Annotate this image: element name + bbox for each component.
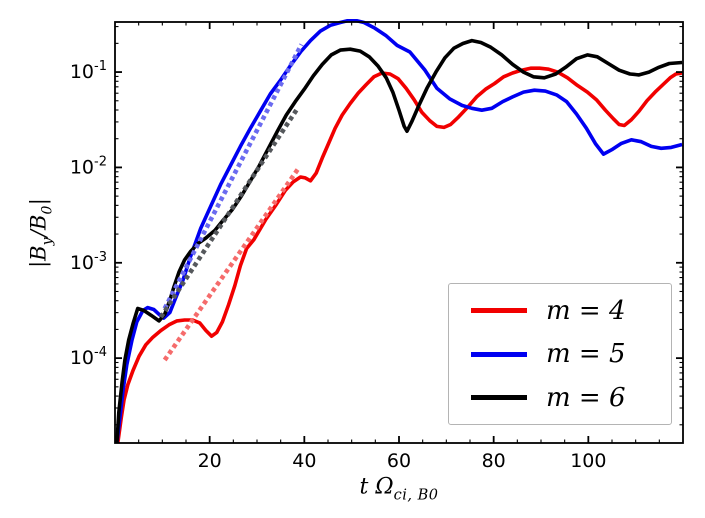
y-axis-label: |By/B0| (26, 198, 56, 268)
legend-label-m5: m = 5 (546, 339, 626, 369)
legend-label-m6: m = 6 (546, 382, 626, 413)
curve-m4 (116, 66, 683, 444)
x-tick-label: 20 (198, 450, 222, 472)
x-tick-label: 80 (482, 450, 506, 472)
tick-labels: 20 40 60 80 100 10-1 10-2 10-3 10-4 (70, 59, 607, 472)
legend-label-m4: m = 4 (546, 295, 626, 326)
y-tick-label: 10-4 (70, 345, 107, 369)
curve-m5-fit (162, 43, 304, 310)
series-layer (115, 19, 683, 444)
legend-item-m6: m = 6 (449, 378, 671, 418)
legend: m = 4 m = 5 m = 6 (448, 283, 672, 425)
legend-item-m5: m = 5 (449, 334, 671, 374)
legend-line-m5 (471, 351, 527, 357)
tick-marks (115, 22, 683, 443)
curve-m4-fit (162, 166, 301, 362)
y-tick-label: 10-2 (70, 154, 107, 178)
x-tick-label: 100 (570, 450, 606, 472)
y-tick-label: 10-3 (70, 250, 107, 274)
legend-item-m4: m = 4 (449, 291, 671, 331)
y-tick-label: 10-1 (70, 59, 107, 83)
legend-line-m6 (471, 395, 527, 400)
x-tick-label: 40 (292, 450, 316, 472)
legend-line-m4 (471, 308, 527, 313)
x-axis-label: t Ωci, B0 (359, 474, 439, 504)
x-tick-label: 60 (387, 450, 411, 472)
curve-m6-fit (158, 106, 301, 319)
curve-m5 (115, 19, 683, 444)
